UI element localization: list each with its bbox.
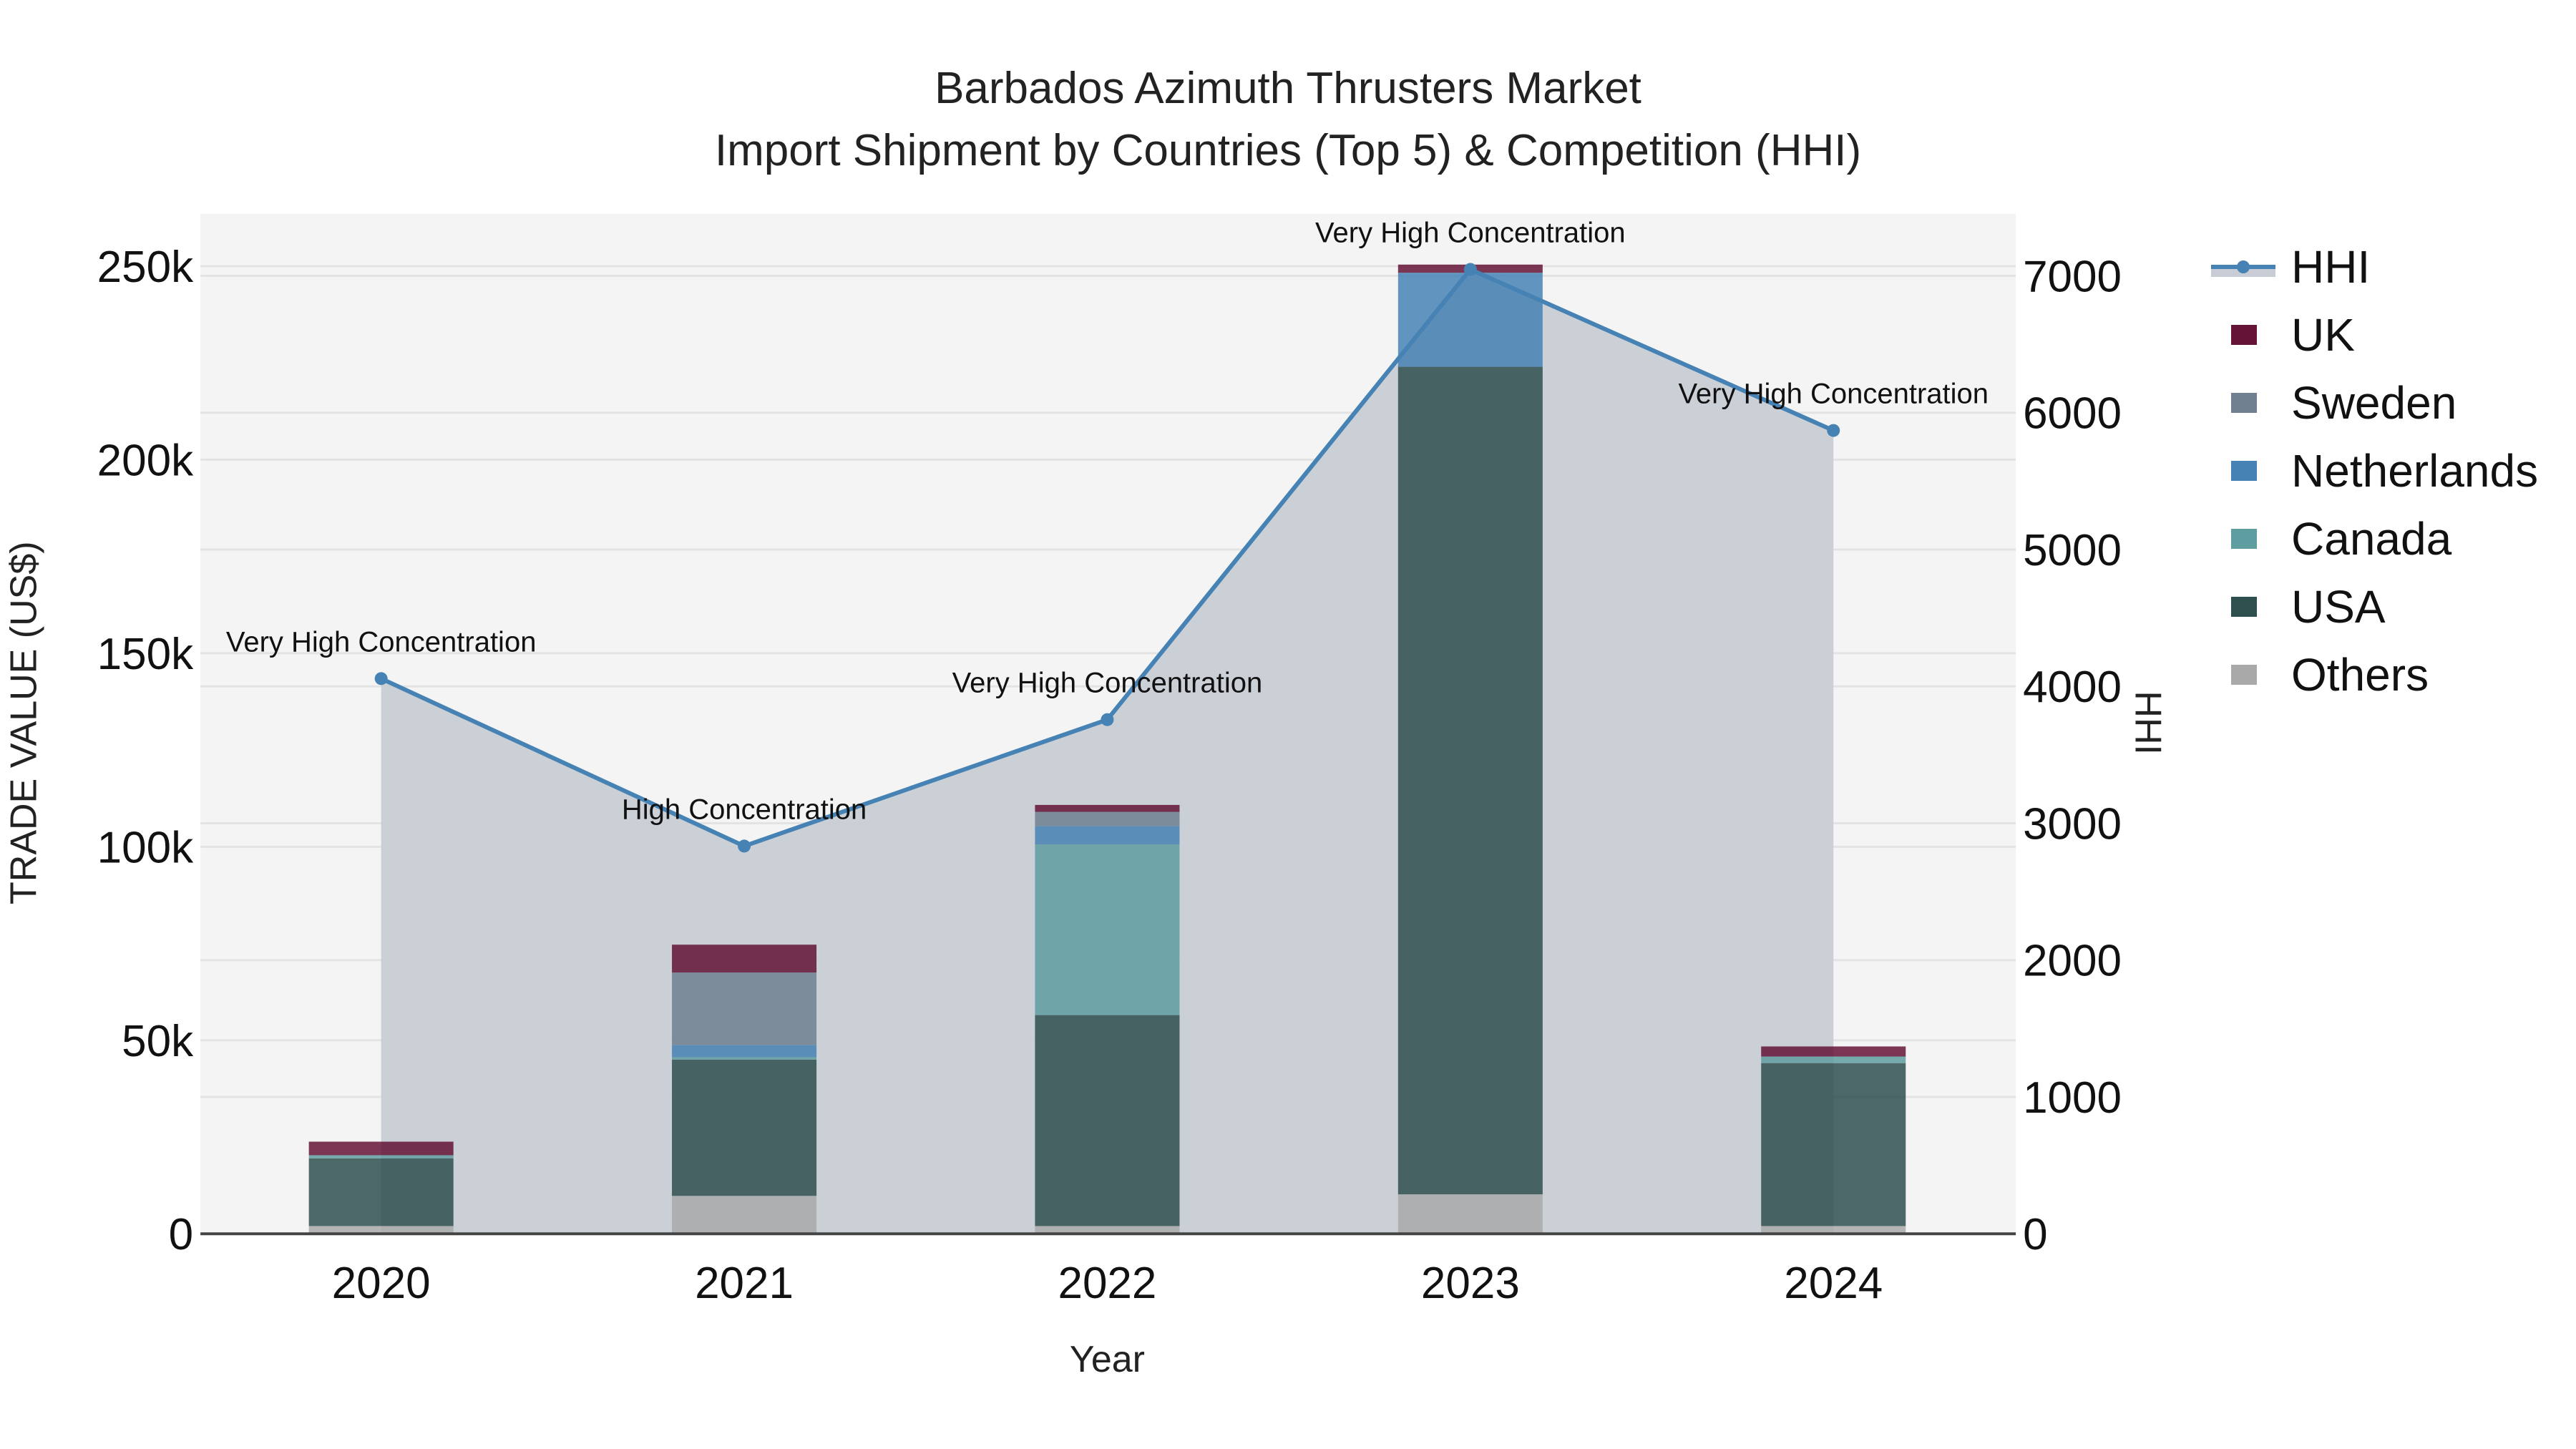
x-tick: 2021	[695, 1259, 794, 1308]
y-tick-right: 1000	[2023, 1073, 2122, 1123]
y-tick-right: 3000	[2023, 799, 2122, 849]
hhi-annotation: Very High Concentration	[226, 626, 537, 658]
bar-segment-canada[interactable]	[1761, 1056, 1906, 1063]
bar-segment-sweden[interactable]	[1035, 811, 1180, 826]
legend-swatch-icon	[2231, 596, 2257, 617]
legend-label: Others	[2291, 648, 2429, 701]
y-tick-right: 4000	[2023, 663, 2122, 712]
bar-segment-usa[interactable]	[308, 1158, 454, 1226]
legend-swatch-icon	[2231, 392, 2257, 413]
y-tick-right: 2000	[2023, 937, 2122, 986]
x-tick: 2022	[1058, 1259, 1156, 1308]
y-tick-right: 7000	[2023, 252, 2122, 301]
hhi-annotation: Very High Concentration	[1315, 217, 1626, 248]
bar-segment-usa[interactable]	[1761, 1063, 1906, 1226]
legend-swatch-icon	[2231, 528, 2257, 549]
y-tick-left: 0	[169, 1210, 193, 1259]
bar-stack-2020[interactable]	[308, 1141, 454, 1234]
y-tick-left: 100k	[97, 823, 194, 872]
chart-title: Barbados Azimuth Thrusters Market	[935, 64, 1641, 113]
hhi-marker[interactable]	[1101, 713, 1114, 726]
hhi-marker[interactable]	[738, 839, 751, 853]
x-tick: 2024	[1784, 1259, 1883, 1308]
legend-label: USA	[2291, 580, 2386, 633]
y-tick-left: 150k	[97, 630, 194, 679]
bar-segment-others[interactable]	[1761, 1226, 1906, 1234]
legend-item-others[interactable]: Others	[2211, 640, 2538, 708]
bar-segment-others[interactable]	[672, 1196, 817, 1234]
hhi-annotation: Very High Concentration	[1678, 379, 1989, 410]
bar-segment-usa[interactable]	[672, 1059, 817, 1196]
legend-item-usa[interactable]: USA	[2211, 572, 2538, 640]
hhi-marker[interactable]	[1827, 424, 1840, 437]
y-tick-left: 50k	[122, 1017, 194, 1066]
legend-swatch-icon	[2231, 324, 2257, 345]
legend-item-uk[interactable]: UK	[2211, 301, 2538, 369]
legend-label: HHI	[2291, 240, 2371, 293]
bar-segment-others[interactable]	[308, 1226, 454, 1234]
bar-segment-canada[interactable]	[308, 1155, 454, 1158]
bar-stack-2023[interactable]	[1397, 264, 1543, 1234]
y-tick-right: 0	[2023, 1210, 2047, 1259]
bar-segment-uk[interactable]	[672, 945, 817, 973]
bar-segment-uk[interactable]	[1035, 804, 1180, 812]
legend: HHI UK Sweden Netherlands Canada USA Others	[2211, 233, 2538, 708]
bar-segment-netherlands[interactable]	[1397, 273, 1543, 367]
y-tick-left: 250k	[97, 243, 194, 292]
legend-label: UK	[2291, 308, 2355, 361]
bar-stack-2024[interactable]	[1761, 1046, 1906, 1234]
bar-stack-2022[interactable]	[1035, 804, 1180, 1234]
legend-item-sweden[interactable]: Sweden	[2211, 369, 2538, 436]
legend-item-hhi[interactable]: HHI	[2211, 233, 2538, 301]
bar-segment-canada[interactable]	[1035, 844, 1180, 1015]
x-tick: 2020	[332, 1259, 431, 1308]
y-tick-right: 6000	[2023, 389, 2122, 439]
y-tick-right: 5000	[2023, 526, 2122, 575]
line-marker-icon	[2211, 253, 2275, 281]
bar-segment-usa[interactable]	[1397, 366, 1543, 1195]
legend-item-netherlands[interactable]: Netherlands	[2211, 436, 2538, 504]
x-axis-title: Year	[1070, 1339, 1145, 1380]
bar-segment-netherlands[interactable]	[672, 1045, 817, 1058]
bar-segment-others[interactable]	[1397, 1194, 1543, 1234]
hhi-marker[interactable]	[1463, 263, 1477, 276]
legend-label: Sweden	[2291, 376, 2457, 429]
legend-label: Netherlands	[2291, 444, 2539, 497]
legend-item-canada[interactable]: Canada	[2211, 504, 2538, 572]
bar-segment-sweden[interactable]	[672, 972, 817, 1045]
y-axis-title-right: HHI	[2127, 691, 2169, 755]
legend-swatch-icon	[2231, 664, 2257, 685]
x-tick: 2023	[1421, 1259, 1520, 1308]
hhi-marker[interactable]	[374, 672, 388, 686]
bar-segment-others[interactable]	[1035, 1226, 1180, 1234]
y-tick-left: 200k	[97, 436, 194, 485]
bar-segment-usa[interactable]	[1035, 1015, 1180, 1226]
bar-segment-uk[interactable]	[308, 1141, 454, 1156]
bar-segment-canada[interactable]	[672, 1057, 817, 1060]
bar-segment-netherlands[interactable]	[1035, 826, 1180, 845]
chart-subtitle: Import Shipment by Countries (Top 5) & C…	[714, 126, 1862, 175]
y-axis-title-left: TRADE VALUE (US$)	[4, 541, 45, 904]
hhi-annotation: High Concentration	[622, 794, 867, 825]
bar-stack-2021[interactable]	[672, 945, 817, 1234]
legend-swatch-icon	[2231, 460, 2257, 481]
legend-label: Canada	[2291, 512, 2452, 565]
hhi-annotation: Very High Concentration	[952, 668, 1263, 699]
bar-segment-uk[interactable]	[1761, 1046, 1906, 1057]
